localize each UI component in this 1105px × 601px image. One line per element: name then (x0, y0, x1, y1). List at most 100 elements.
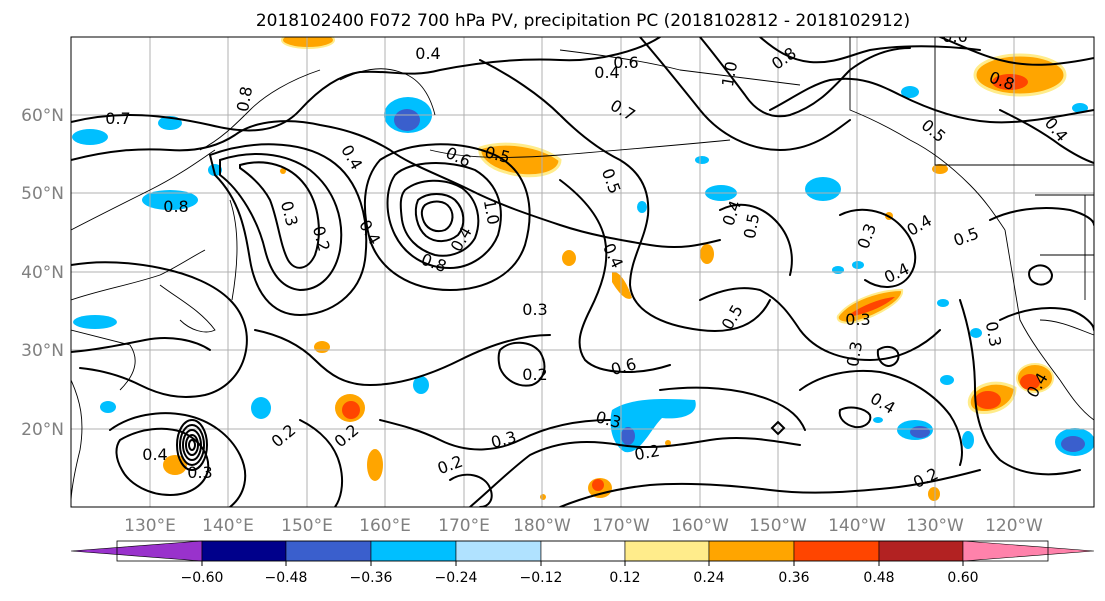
lon-label: 140°E (202, 516, 254, 536)
precip-patch-negative (901, 86, 919, 98)
contour-label: 0.7 (105, 109, 130, 128)
contour-label: 0.4 (142, 445, 167, 464)
colorbar-tick-label: −0.60 (181, 570, 224, 586)
lon-label: 150°W (749, 516, 807, 536)
lat-label: 60°N (21, 106, 64, 126)
precip-patch-negative (805, 177, 841, 201)
colorbar-cell (285, 540, 372, 562)
colorbar-cell (878, 540, 964, 562)
colorbar-frame (116, 540, 1049, 562)
contour-label: 1.0 (480, 198, 503, 226)
contour-label: 0.6 (942, 27, 967, 46)
precip-patch-positive (973, 53, 1067, 97)
lon-label: 150°E (281, 516, 333, 536)
colorbar-tick-label: −0.24 (435, 570, 478, 586)
contour-label: 0.3 (843, 340, 866, 368)
colorbar-cell (962, 540, 1095, 562)
precip-patch-positive (928, 487, 940, 501)
colorbar-cell (455, 540, 542, 562)
contour-label: 0.4 (594, 63, 619, 82)
precip-patch-positive (342, 401, 360, 419)
precip-patch-positive (612, 271, 632, 299)
precip-patch-positive (592, 479, 604, 491)
colorbar-cell (201, 540, 287, 562)
contour-label: 0.3 (845, 310, 870, 329)
colorbar-tick-label: 0.12 (609, 570, 640, 586)
precip-patch-negative (413, 376, 429, 394)
precip-patch-negative (72, 129, 108, 145)
lon-label: 130°W (906, 516, 964, 536)
precip-patch-positive (314, 341, 330, 353)
precip-patch-positive (992, 74, 1028, 90)
precip-patch-negative (937, 299, 949, 307)
precip-patch-negative (910, 426, 930, 438)
precip-patch-negative (251, 397, 271, 419)
precip-patch-positive (540, 494, 546, 500)
longitude-labels: 130°E 140°E 150°E 160°E 170°E 180°W 170°… (124, 516, 1043, 536)
precip-patch-positive (1020, 374, 1040, 390)
colorbar-ticks: −0.60 −0.48 −0.36 −0.24 −0.12 0.12 0.24 0.36 0.4… (181, 561, 979, 586)
contour-label: 0.2 (633, 441, 661, 464)
pv-contours (71, 37, 1094, 507)
contour-label: 0.2 (522, 365, 547, 384)
precip-patch-negative (1061, 436, 1085, 452)
gridlines (71, 37, 1094, 507)
colorbar-cells (70, 540, 1095, 562)
lat-label: 30°N (21, 341, 64, 361)
precip-patch-positive (367, 449, 383, 481)
precip-patch-negative (832, 266, 844, 274)
precip-patch-negative (873, 417, 883, 423)
contour-labels: 0.7 0.8 0.4 0.6 0.4 0.7 1.0 0.8 0.8 0.4 … (105, 27, 1071, 492)
precip-patch-negative (394, 109, 420, 131)
colorbar-cell (708, 540, 795, 562)
colorbar-tick-label: 0.24 (693, 570, 724, 586)
precip-patch-positive (665, 440, 671, 446)
map-frame (70, 36, 1095, 508)
lon-label: 170°W (592, 516, 650, 536)
lon-label: 120°W (985, 516, 1043, 536)
precip-patch-positive (975, 391, 1001, 409)
precip-patch-negative (852, 261, 864, 269)
precip-patch-negative (208, 164, 222, 176)
precip-patch-negative (970, 328, 982, 338)
colorbar-cell (793, 540, 880, 562)
contour-label: 1.0 (718, 60, 741, 88)
contour-label: 0.5 (740, 212, 763, 240)
lon-label: 160°E (359, 516, 411, 536)
contour-label: 0.3 (522, 300, 547, 319)
precip-patch-negative (100, 401, 116, 413)
contour-label: 0.3 (982, 320, 1005, 348)
precip-patch-negative (695, 156, 709, 164)
contour-label: 0.4 (415, 44, 440, 63)
colorbar-tick-label: −0.12 (520, 570, 563, 586)
precip-patch-negative (637, 201, 647, 213)
lat-label: 50°N (21, 184, 64, 204)
colorbar-cell (540, 540, 626, 562)
lon-label: 160°W (671, 516, 729, 536)
lon-label: 140°W (828, 516, 886, 536)
precip-patch-negative (73, 315, 117, 329)
contour-label: 0.8 (163, 197, 188, 216)
colorbar-tick-label: −0.48 (265, 570, 308, 586)
precip-patch-positive (700, 244, 714, 264)
colorbar-tick-label: 0.60 (947, 570, 978, 586)
precip-patch-negative (142, 190, 198, 210)
map-title: 2018102400 F072 700 hPa PV, precipitatio… (256, 11, 910, 31)
contour-label: 0.6 (613, 53, 638, 72)
colorbar-tick-label: 0.48 (863, 570, 894, 586)
contour-label: 0.8 (233, 85, 256, 113)
precip-patch-negative (962, 431, 974, 449)
precip-patch-positive (280, 168, 286, 174)
lat-label: 40°N (21, 263, 64, 283)
precip-patch-negative (940, 375, 954, 385)
colorbar-cell (70, 540, 203, 562)
colorbar-cell (624, 540, 710, 562)
map-area: 0.7 0.8 0.4 0.6 0.4 0.7 1.0 0.8 0.8 0.4 … (71, 27, 1094, 507)
precip-patch-positive (850, 297, 895, 316)
lat-label: 20°N (21, 420, 64, 440)
contour-label: 0.3 (187, 463, 212, 482)
precip-patch-negative (1072, 103, 1088, 113)
latitude-labels: 60°N 50°N 40°N 30°N 20°N (21, 106, 64, 440)
colorbar-tick-label: 0.36 (778, 570, 809, 586)
